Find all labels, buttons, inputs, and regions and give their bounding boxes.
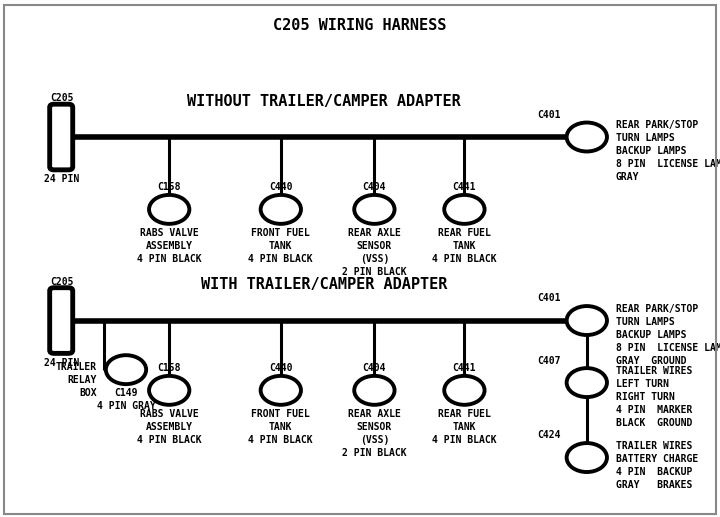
Text: TANK: TANK [269, 422, 292, 432]
Text: C441: C441 [453, 182, 476, 192]
Text: TRAILER: TRAILER [56, 362, 97, 372]
Text: RELAY: RELAY [68, 375, 97, 385]
Text: 4 PIN BLACK: 4 PIN BLACK [432, 254, 497, 264]
Text: BOX: BOX [80, 388, 97, 398]
Text: C158: C158 [158, 363, 181, 373]
Text: TURN LAMPS: TURN LAMPS [616, 133, 675, 143]
Text: BACKUP LAMPS: BACKUP LAMPS [616, 146, 686, 156]
Text: TANK: TANK [453, 241, 476, 251]
Text: 4 PIN BLACK: 4 PIN BLACK [248, 254, 313, 264]
Text: 24 PIN: 24 PIN [44, 358, 78, 368]
Text: BLACK  GROUND: BLACK GROUND [616, 418, 692, 428]
Text: REAR PARK/STOP: REAR PARK/STOP [616, 120, 698, 130]
Text: 4 PIN BLACK: 4 PIN BLACK [137, 254, 202, 264]
Text: WITHOUT TRAILER/CAMPER ADAPTER: WITHOUT TRAILER/CAMPER ADAPTER [187, 94, 461, 109]
Text: C440: C440 [269, 182, 292, 192]
Circle shape [261, 195, 301, 224]
FancyBboxPatch shape [50, 104, 73, 170]
Text: 24 PIN: 24 PIN [44, 175, 78, 185]
Text: 8 PIN  LICENSE LAMPS: 8 PIN LICENSE LAMPS [616, 343, 720, 353]
Circle shape [567, 306, 607, 335]
Circle shape [149, 376, 189, 405]
Circle shape [567, 368, 607, 397]
Text: REAR FUEL: REAR FUEL [438, 228, 491, 238]
Text: 4 PIN BLACK: 4 PIN BLACK [248, 435, 313, 445]
Text: 2 PIN BLACK: 2 PIN BLACK [342, 267, 407, 277]
Circle shape [444, 195, 485, 224]
Circle shape [149, 195, 189, 224]
Text: 8 PIN  LICENSE LAMPS: 8 PIN LICENSE LAMPS [616, 159, 720, 169]
Text: REAR AXLE: REAR AXLE [348, 409, 401, 419]
Text: C205 WIRING HARNESS: C205 WIRING HARNESS [274, 18, 446, 33]
Text: C424: C424 [537, 431, 561, 440]
Text: C441: C441 [453, 363, 476, 373]
Text: C149: C149 [114, 388, 138, 398]
Text: (VSS): (VSS) [360, 435, 389, 445]
Text: 4 PIN BLACK: 4 PIN BLACK [432, 435, 497, 445]
Text: 4 PIN GRAY: 4 PIN GRAY [96, 401, 156, 411]
Text: C404: C404 [363, 363, 386, 373]
Text: TRAILER WIRES: TRAILER WIRES [616, 366, 692, 376]
Text: C440: C440 [269, 363, 292, 373]
Circle shape [106, 355, 146, 384]
Circle shape [567, 123, 607, 151]
Text: GRAY   BRAKES: GRAY BRAKES [616, 480, 692, 490]
Text: RIGHT TURN: RIGHT TURN [616, 392, 675, 402]
Text: FRONT FUEL: FRONT FUEL [251, 228, 310, 238]
Text: ASSEMBLY: ASSEMBLY [145, 422, 193, 432]
Circle shape [354, 195, 395, 224]
Text: C205: C205 [50, 93, 74, 103]
Text: SENSOR: SENSOR [357, 241, 392, 251]
Circle shape [261, 376, 301, 405]
Text: 2 PIN BLACK: 2 PIN BLACK [342, 448, 407, 458]
Text: 4 PIN BLACK: 4 PIN BLACK [137, 435, 202, 445]
Text: SENSOR: SENSOR [357, 422, 392, 432]
Text: REAR PARK/STOP: REAR PARK/STOP [616, 304, 698, 314]
Text: C205: C205 [50, 277, 74, 286]
Text: C401: C401 [537, 110, 561, 120]
Text: RABS VALVE: RABS VALVE [140, 409, 199, 419]
Text: RABS VALVE: RABS VALVE [140, 228, 199, 238]
FancyBboxPatch shape [50, 287, 73, 354]
Text: BATTERY CHARGE: BATTERY CHARGE [616, 454, 698, 464]
Text: GRAY: GRAY [616, 172, 639, 182]
Text: 4 PIN  BACKUP: 4 PIN BACKUP [616, 467, 692, 477]
Text: C407: C407 [537, 356, 561, 366]
Text: C158: C158 [158, 182, 181, 192]
Text: TANK: TANK [269, 241, 292, 251]
Text: C404: C404 [363, 182, 386, 192]
Circle shape [567, 443, 607, 472]
Text: BACKUP LAMPS: BACKUP LAMPS [616, 330, 686, 340]
Text: ASSEMBLY: ASSEMBLY [145, 241, 193, 251]
Text: TANK: TANK [453, 422, 476, 432]
Text: GRAY  GROUND: GRAY GROUND [616, 356, 686, 366]
Text: (VSS): (VSS) [360, 254, 389, 264]
Text: REAR FUEL: REAR FUEL [438, 409, 491, 419]
Circle shape [354, 376, 395, 405]
Text: C401: C401 [537, 294, 561, 303]
Text: WITH TRAILER/CAMPER ADAPTER: WITH TRAILER/CAMPER ADAPTER [201, 277, 447, 292]
Text: TRAILER WIRES: TRAILER WIRES [616, 441, 692, 451]
Text: FRONT FUEL: FRONT FUEL [251, 409, 310, 419]
Text: LEFT TURN: LEFT TURN [616, 379, 668, 389]
Text: 4 PIN  MARKER: 4 PIN MARKER [616, 405, 692, 415]
Text: REAR AXLE: REAR AXLE [348, 228, 401, 238]
Circle shape [444, 376, 485, 405]
Text: TURN LAMPS: TURN LAMPS [616, 317, 675, 327]
